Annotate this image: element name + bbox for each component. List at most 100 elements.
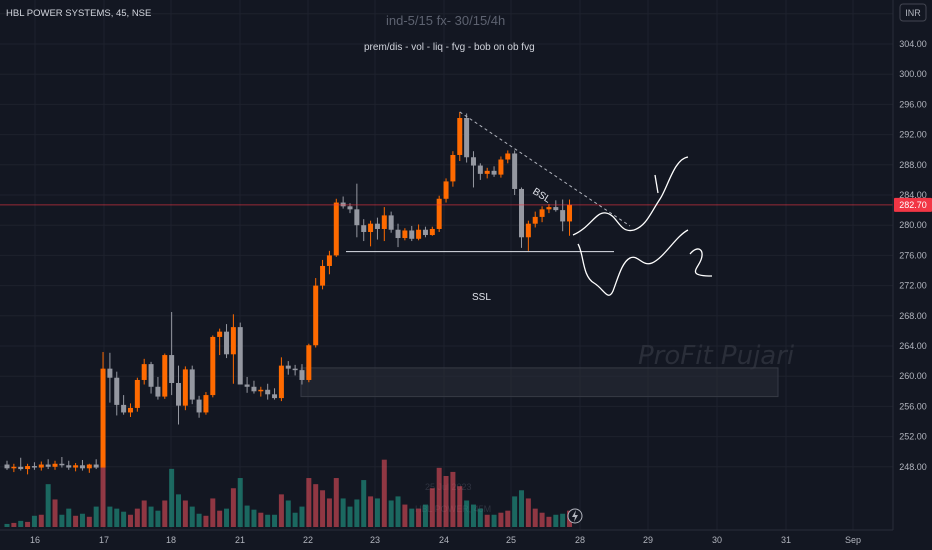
projection-path-1[interactable] [572,156,689,236]
time-tick: 25 [506,535,516,545]
ssl-label: SSL [472,292,491,303]
candle-body [114,377,120,405]
last-price-badge-bg [894,197,932,212]
price-tick: 280.00 [899,220,927,230]
time-tick: 16 [30,535,40,545]
candle-body [18,466,24,470]
volume-bar [532,508,538,527]
candle-body [505,153,511,160]
volume-bar [265,514,271,527]
candle-body [134,379,140,408]
candle-body [93,464,99,468]
candle-body [11,466,17,469]
volume-bar [429,488,435,527]
volume-bar [244,505,250,527]
volume-bar [251,509,257,527]
candle-body [567,204,573,222]
volume-bar [546,516,552,527]
candle-body [395,229,401,239]
candle-body [491,170,497,175]
candle-body [244,384,250,387]
price-axis[interactable]: 308.00304.00300.00296.00292.00288.00284.… [892,0,932,530]
time-tick: Sep [845,535,861,545]
candle-body [313,285,319,346]
volume-bar [272,514,278,527]
bsl-trendline[interactable] [459,111,631,227]
volume-bar [333,478,339,527]
volume-bar [217,510,223,527]
candle-body [422,229,428,236]
volume-bar [505,510,511,527]
price-tick: 248.00 [899,462,927,472]
time-tick: 30 [712,535,722,545]
currency-button-label: INR [905,8,921,18]
time-tick: 18 [166,535,176,545]
price-tick: 284.00 [899,190,927,200]
lightning-icon [572,510,578,522]
candle-body [333,202,339,256]
candle-body [292,368,298,371]
candle-body [45,464,51,467]
volume-bar [66,508,72,527]
candle-body [203,395,209,413]
replay-button[interactable] [567,508,583,524]
candle-body [320,265,326,286]
candle-body [443,181,449,199]
volume-bar [512,496,518,527]
volume-bar [464,500,470,527]
time-axis-bg [0,530,932,550]
candle-body [306,345,312,380]
candle-body [25,466,31,470]
annotation-two-mark [689,248,713,277]
time-axis[interactable]: 16 17 18 21 22 23 24 25 28 29 30 31 Sep [0,529,932,550]
candle-body [38,464,44,468]
volume-bar [320,490,326,527]
projection-path-2[interactable] [577,229,689,296]
volume-bar [134,508,140,527]
indicator-title: ind-5/15 fx- 30/15/4h [386,13,505,28]
time-axis-ticks: 16 17 18 21 22 23 24 25 28 29 30 31 Sep [30,535,861,545]
volume-bar [176,494,181,527]
candle-body [210,336,216,396]
price-tick: 276.00 [899,250,927,260]
currency-button[interactable]: INR [899,3,927,22]
candle-body [224,331,230,355]
candle-body [374,223,380,229]
price-tick: 304.00 [899,39,927,49]
candle-body [237,327,243,385]
candle-body [258,389,264,392]
candle-body [176,382,181,406]
volume-bar [313,484,319,527]
volume-bar [31,515,37,527]
candle-body [100,368,106,468]
symbol-title: HBL POWER SYSTEMS, 45, NSE [6,8,151,19]
volume-bar [560,513,566,527]
volume-bar [224,508,230,527]
candle-body [251,386,257,392]
currency-button-frame [899,3,927,22]
volume-bar [347,506,353,527]
volume-bar [368,496,374,527]
volume-bar [4,523,10,527]
candle-body [52,463,58,467]
candle-body [436,198,442,229]
volume-bar [114,508,120,527]
demand-zone[interactable] [300,367,779,398]
candle-body [66,465,72,468]
volume-bar [182,500,188,527]
price-tick: 288.00 [899,160,927,170]
volume-bar [79,513,85,527]
volume-bar [38,514,44,527]
volume-bar [374,498,380,527]
indicator-subtitle: prem/dis - vol - liq - fvg - bob on ob f… [364,42,535,53]
time-tick: 29 [643,535,653,545]
volume-bar [354,499,360,527]
volume-bar [203,515,209,527]
candle-body [59,463,65,466]
candle-body [539,209,545,217]
volume-bar [73,515,79,527]
candle-body [189,369,195,400]
candle-body [532,216,538,224]
